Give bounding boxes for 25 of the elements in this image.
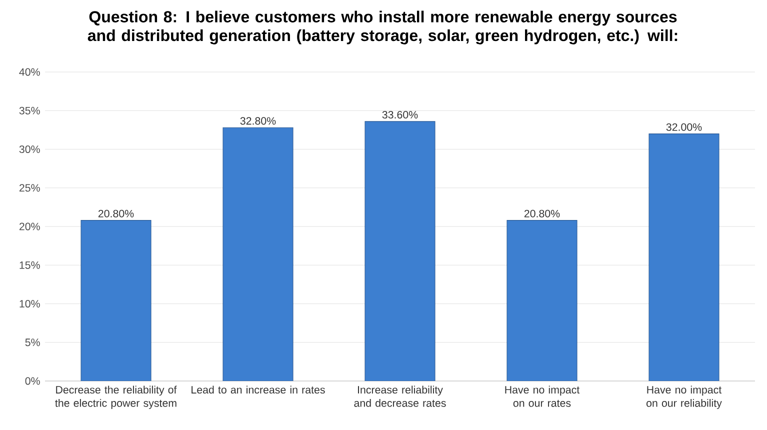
y-tick-label: 0%: [25, 377, 40, 385]
y-tick-label: 15%: [20, 261, 40, 269]
chart-title: Question 8: I believe customers who install more renewable energy sources and distributed generation (battery storage, solar, green hydrogen, etc.) will:: [88, 10, 678, 44]
data-label: 32.80%: [240, 117, 276, 125]
data-label: 32.00%: [666, 123, 702, 131]
bar: [364, 121, 436, 381]
y-tick-label: 5%: [25, 338, 40, 346]
x-tick-label: Have no impact on our reliability: [646, 386, 722, 409]
y-tick-label: 25%: [19, 184, 40, 192]
y-tick-label: 40%: [19, 68, 40, 76]
y-tick-label: 20%: [19, 222, 40, 230]
y-tick-label: 35%: [19, 106, 40, 114]
x-tick-label: Lead to an increase in rates: [192, 386, 325, 394]
x-tick-label: Have no impact on our rates: [505, 386, 580, 407]
bar: [506, 220, 578, 381]
x-tick-label: Decrease the reliability of the electric power system: [55, 386, 177, 409]
x-tick-label: Increase reliability and decrease rates: [354, 386, 446, 407]
y-tick-label: 10%: [20, 300, 40, 308]
data-label: 20.80%: [98, 210, 134, 218]
y-tick-label: 30%: [19, 145, 40, 154]
bar: [80, 220, 152, 381]
bar: [648, 134, 720, 381]
data-label: 20.80%: [524, 210, 560, 218]
bar: [222, 127, 294, 381]
data-label: 33.60%: [382, 110, 418, 119]
